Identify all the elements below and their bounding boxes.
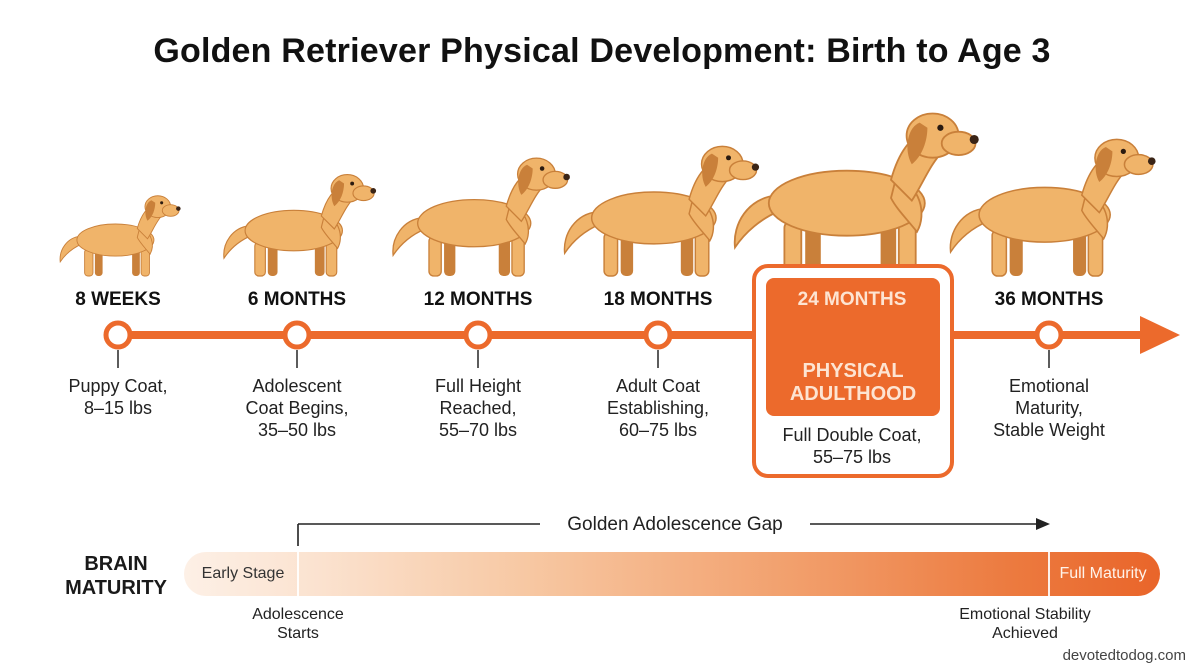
milestone-description: Full Double Coat, 55–75 lbs bbox=[782, 425, 922, 467]
milestone-marker bbox=[282, 320, 312, 350]
age-label: 18 MONTHS bbox=[603, 289, 713, 310]
dog-illustrations bbox=[59, 112, 1156, 277]
milestone-marker bbox=[103, 320, 133, 350]
page-title: Golden Retriever Physical Development: B… bbox=[153, 32, 1051, 70]
milestone-marker bbox=[643, 320, 673, 350]
bar-start-tick bbox=[297, 552, 299, 596]
milestone-marker bbox=[1034, 320, 1064, 350]
adolescence-starts-caption: Adolescence Starts bbox=[252, 606, 344, 642]
bar-end-tick bbox=[1048, 552, 1050, 596]
milestone-description: Full Height Reached, 55–70 lbs bbox=[434, 376, 522, 440]
milestone-description: Puppy Coat, 8–15 lbs bbox=[68, 376, 168, 418]
emotional-stability-caption: Emotional Stability Achieved bbox=[959, 606, 1091, 642]
timeline-arrowhead bbox=[1140, 316, 1180, 354]
milestone-description: Adolescent Coat Begins, 35–50 lbs bbox=[245, 376, 349, 440]
puppy-icon bbox=[59, 195, 181, 277]
milestone-description: Emotional Maturity, Stable Weight bbox=[993, 376, 1105, 440]
age-label: 12 MONTHS bbox=[423, 289, 533, 310]
age-label: 24 MONTHS bbox=[797, 289, 907, 310]
physical-adulthood-badge: PHYSICAL ADULTHOOD bbox=[789, 360, 917, 405]
adult-dog-icon bbox=[949, 138, 1156, 277]
adult-dog-icon bbox=[733, 112, 979, 277]
brain-maturity-bar bbox=[184, 552, 1160, 596]
timeline bbox=[103, 316, 1180, 368]
age-label: 36 MONTHS bbox=[994, 289, 1104, 310]
gap-label: Golden Adolescence Gap bbox=[540, 514, 810, 536]
dog-icon bbox=[392, 157, 570, 277]
dog-icon bbox=[563, 145, 760, 277]
milestone-marker bbox=[463, 320, 493, 350]
highlight-badge-bg bbox=[766, 278, 940, 416]
bar-start-label: Early Stage bbox=[201, 565, 285, 582]
milestone-description: Adult Coat Establishing, 60–75 lbs bbox=[606, 376, 710, 440]
young-dog-icon bbox=[223, 174, 377, 277]
age-label: 6 MONTHS bbox=[247, 289, 347, 310]
bar-end-label: Full Maturity bbox=[1059, 565, 1147, 582]
age-label: 8 WEEKS bbox=[75, 289, 161, 310]
site-credit: devotedtodog.com bbox=[1062, 647, 1186, 664]
timeline-line bbox=[104, 331, 1154, 339]
gap-arrowhead bbox=[1036, 518, 1050, 530]
brain-maturity-label: BRAIN MATURITY bbox=[65, 553, 167, 599]
